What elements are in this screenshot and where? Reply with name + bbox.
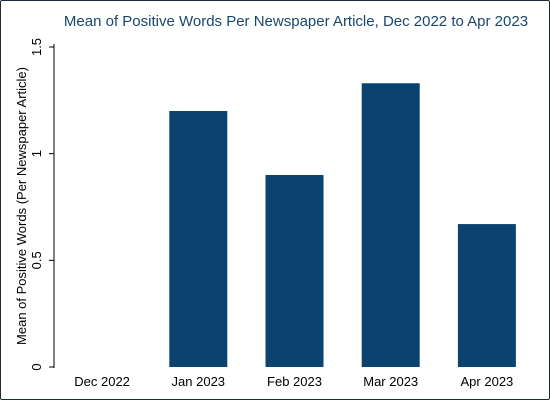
- chart-title: Mean of Positive Words Per Newspaper Art…: [64, 13, 528, 30]
- bars: [169, 83, 516, 368]
- bar-jan-2023: [169, 111, 228, 367]
- x-tick-label: Feb 2023: [267, 374, 322, 389]
- y-tick-label: 1: [29, 150, 44, 157]
- y-tick-label: 0: [29, 363, 44, 370]
- bar-feb-2023: [265, 175, 324, 367]
- x-tick-label: Apr 2023: [461, 374, 514, 389]
- bar-apr-2023: [457, 224, 516, 367]
- x-tick-label: Mar 2023: [363, 374, 418, 389]
- x-tick-label: Jan 2023: [172, 374, 226, 389]
- y-tick-label: 1.5: [29, 38, 44, 56]
- x-tick-labels: Dec 2022 Jan 2023 Feb 2023 Mar 2023 Apr 2023: [74, 374, 513, 389]
- y-tick-label: 0.5: [29, 251, 44, 269]
- y-ticks: 0 0.5 1 1.5: [29, 38, 54, 371]
- y-axis-label: Mean of Positive Words (Per Newspaper Ar…: [14, 67, 29, 345]
- x-tick-label: Dec 2022: [74, 374, 130, 389]
- bar-mar-2023: [361, 83, 420, 368]
